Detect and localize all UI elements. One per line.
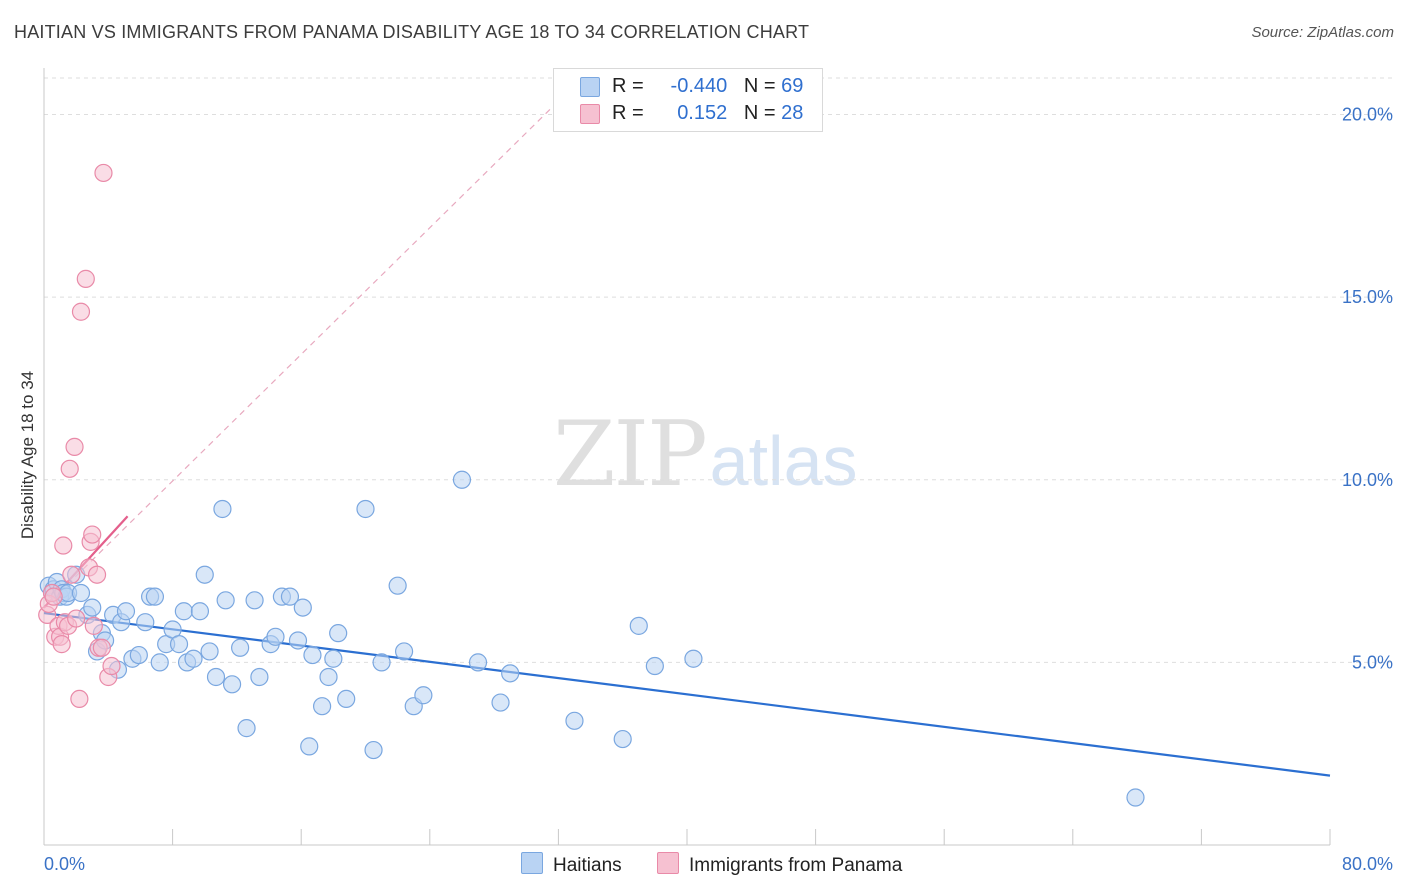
legend-r-label: R = [612,102,644,124]
bottom-legend-swatch-blue [521,852,543,874]
panama-trend-extension [43,84,575,609]
haitians-point [190,602,210,621]
haitians-point [394,642,414,661]
panama-point [87,565,107,584]
haitians-point [83,598,102,617]
panama-point [67,609,86,628]
haitians-point [288,631,308,650]
haitians-point [364,740,383,760]
haitians-point [206,667,226,687]
haitians-point [372,653,391,672]
x-tick-label-min: 0.0% [44,854,85,874]
panama-point [94,163,113,183]
legend-n-value: 69 [781,75,804,97]
haitians-point [184,649,203,668]
legend-r-label: R = [612,75,644,97]
haitians-point [280,587,300,606]
haitians-point [245,591,264,610]
panama-point [70,689,89,709]
haitians-point [174,602,193,621]
haitians-point [645,656,664,676]
panama-point [83,525,102,544]
haitians-point [329,624,348,643]
haitians-point [684,649,703,668]
trend-lines [43,84,1331,777]
legend-swatch-pink [580,104,600,124]
legend-n-label: N = [743,102,776,124]
bottom-legend-swatch-pink [657,852,679,874]
haitians-point [1126,788,1145,807]
haitians-point [501,664,520,683]
haitians-point [116,602,136,621]
haitians-point [150,653,169,672]
bottom-legend-panama: Immigrants from Panama [657,852,902,877]
haitians-point [293,598,312,617]
panama-point [54,536,73,555]
y-tick-label: 20.0% [1342,105,1393,125]
data-points [38,163,1145,807]
haitians-point [231,638,250,657]
haitians-point [452,470,472,489]
source-credit: Source: ZipAtlas.com [1251,24,1394,41]
haitians-point [213,499,232,519]
panama-point [84,616,103,635]
panama-point [102,656,121,676]
haitians-point [388,576,407,595]
grid [44,77,1395,663]
panama-point [44,587,63,606]
haitians-point [266,627,285,646]
panama-point [52,635,71,654]
legend-text-panama: R = 0.152 N = 28 [612,102,803,125]
legend-r-value: -0.440 [670,75,728,97]
panama-point [62,565,81,584]
chart-title: HAITIAN VS IMMIGRANTS FROM PANAMA DISABI… [14,22,810,42]
panama-point [65,437,84,456]
bottom-legend-label-haitians: Haitians [553,855,622,876]
haitians-point [468,653,488,672]
panama-point [71,302,91,321]
haitians-point [71,583,91,603]
haitians-point [319,667,338,687]
legend-swatch-blue [580,77,600,97]
bottom-legend-haitians: Haitians [521,852,622,877]
haitians-point [337,689,356,709]
legend-n-value: 28 [781,102,804,124]
bottom-legend-label-panama: Immigrants from Panama [689,855,903,876]
haitians-point [200,642,219,661]
legend-n-label: N = [743,75,776,97]
haitians-point [250,667,269,687]
haitians-point [129,645,148,665]
tick-labels: 5.0% 10.0% 15.0% 20.0% 0.0% 80.0% [44,105,1393,874]
haitians-point [169,635,189,654]
haitians-point [629,616,648,635]
haitians-point [565,711,584,730]
haitians-point [222,675,242,694]
haitians-point [613,729,632,749]
haitians-point [300,737,319,756]
panama-point [76,269,95,288]
axes [43,68,1331,846]
haitians-point [414,686,433,705]
haitians-trend-line [43,611,1331,777]
y-tick-label: 10.0% [1342,470,1393,490]
haitians-point [216,591,235,610]
haitians-point [195,565,214,584]
haitians-point [312,697,332,716]
panama-point [60,459,79,478]
y-tick-label: 15.0% [1342,287,1393,307]
haitians-point [356,499,375,519]
haitians-point [491,693,510,712]
x-tick-label-max: 80.0% [1342,854,1393,874]
panama-point [92,638,111,657]
correlation-legend: R = -0.440 N = 69 R = 0.152 N = 28 [553,68,823,132]
y-tick-label: 5.0% [1352,652,1393,672]
haitians-point [136,613,155,632]
legend-text-haitians: R = -0.440 N = 69 [612,75,803,98]
haitians-point [237,719,256,738]
haitians-point [324,649,343,668]
haitians-point [145,587,165,606]
haitians-point [303,645,322,665]
legend-r-value: 0.152 [677,102,728,124]
